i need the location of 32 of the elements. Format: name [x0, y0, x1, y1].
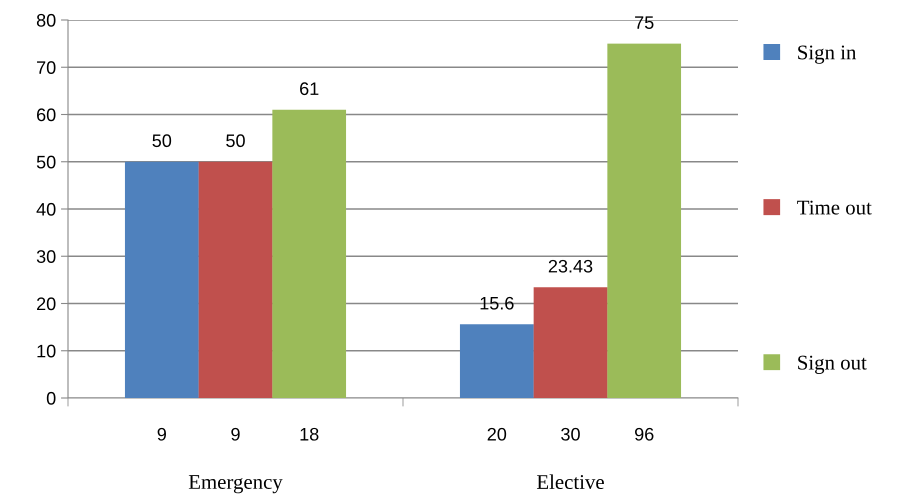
y-tick-label: 20 — [37, 297, 56, 310]
legend-label: Sign in — [798, 45, 856, 64]
text: 30 — [561, 428, 580, 441]
y-tick-label: 80 — [36, 14, 56, 27]
legend-label: Sign out — [798, 356, 867, 374]
text: 96 — [635, 428, 654, 441]
bar — [198, 162, 272, 398]
y-tick-label: 10 — [37, 344, 56, 358]
text: 9 — [231, 428, 240, 441]
bar — [534, 287, 608, 398]
text: 20 — [488, 428, 506, 441]
data-label: 15.6 — [480, 296, 514, 310]
text: 9 — [158, 428, 166, 441]
y-tick-label: 50 — [36, 156, 56, 168]
y-tick-label: 70 — [37, 61, 56, 74]
bar — [272, 110, 346, 398]
bar — [460, 324, 534, 398]
x-tick-label: Elective — [536, 474, 604, 490]
legend-label: Time out — [797, 200, 872, 215]
data-label: 75 — [635, 16, 654, 29]
text: 18 — [300, 428, 318, 441]
x-tick-label: Emergency — [188, 475, 283, 494]
data-label: 23.43 — [548, 260, 592, 273]
data-label: 61 — [300, 82, 318, 96]
y-tick-label: 30 — [36, 250, 56, 263]
data-label: 50 — [226, 134, 245, 148]
y-tick-label: 40 — [36, 202, 56, 216]
bar — [607, 44, 682, 398]
y-tick-label: 0 — [46, 392, 56, 405]
y-tick-label: 60 — [37, 108, 56, 122]
data-label: 50 — [152, 134, 172, 148]
bar — [124, 162, 199, 398]
